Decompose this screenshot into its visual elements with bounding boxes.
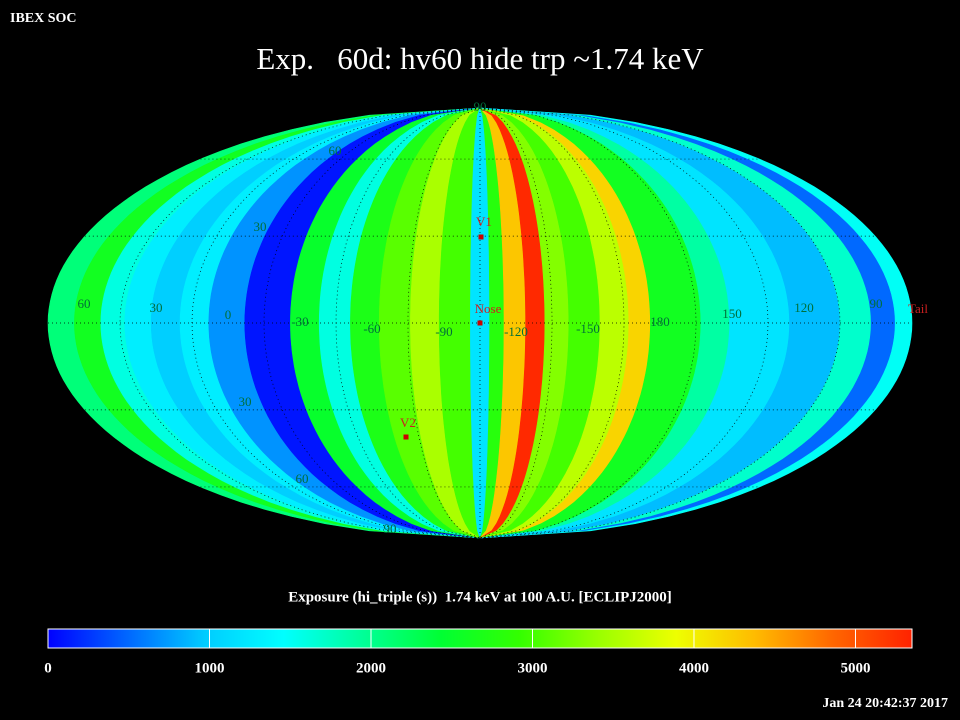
meridian [479, 107, 769, 539]
lat-label: 90 [474, 99, 487, 114]
lat-label: 90 [384, 521, 397, 536]
soc-label: IBEX SOC [10, 11, 77, 26]
lat-label: 30 [239, 394, 252, 409]
marker-label: Tail [908, 301, 928, 316]
colorbar-ticks: 0 1000 2000 3000 4000 5000 [44, 629, 870, 676]
marker-label: V1 [476, 214, 492, 229]
lon-label: -150 [576, 321, 600, 336]
lat-label: 60 [296, 471, 309, 486]
title: Exp. 60d: hv60 hide trp ~1.74 keV [256, 41, 704, 76]
colorbar-tick-label: 2000 [356, 660, 386, 676]
colorbar-tick-label: 5000 [840, 660, 870, 676]
colorbar-tick-label: 1000 [194, 660, 224, 676]
lon-label: 180 [650, 314, 670, 329]
marker-label: V2 [400, 415, 416, 430]
lon-label: 0 [225, 307, 232, 322]
colorbar-label: Exposure (hi_triple (s)) 1.74 keV at 100… [288, 589, 672, 605]
meridian [479, 107, 553, 539]
lat-label: 60 [329, 143, 342, 158]
marker-dot [478, 234, 484, 240]
sky-map: 60 30 0 -30 -60 -90 -120 -150 180 150 120 90 90 60 30 3… [47, 99, 928, 539]
colorbar-tick-label: 4000 [679, 660, 709, 676]
lon-label: 60 [78, 296, 91, 311]
lon-label: -90 [435, 324, 452, 339]
meridian [335, 107, 481, 539]
marker-dot [403, 434, 409, 440]
lon-label: -30 [291, 314, 308, 329]
meridian [479, 107, 625, 539]
lon-label: 90 [870, 296, 883, 311]
lon-label: -60 [363, 321, 380, 336]
lon-label: 150 [722, 306, 742, 321]
lon-label: 30 [150, 300, 163, 315]
marker-label: Nose [475, 301, 502, 316]
timestamp: Jan 24 20:42:37 2017 [822, 696, 948, 711]
lon-label: -120 [504, 324, 528, 339]
colorbar [47, 628, 913, 649]
lat-label: 30 [254, 219, 267, 234]
marker-dot [477, 320, 483, 326]
meridian [407, 107, 481, 539]
colorbar-tick-label: 3000 [517, 660, 547, 676]
colorbar-tick-label: 0 [44, 660, 52, 676]
meridian [191, 107, 481, 539]
lon-label: 120 [794, 300, 814, 315]
